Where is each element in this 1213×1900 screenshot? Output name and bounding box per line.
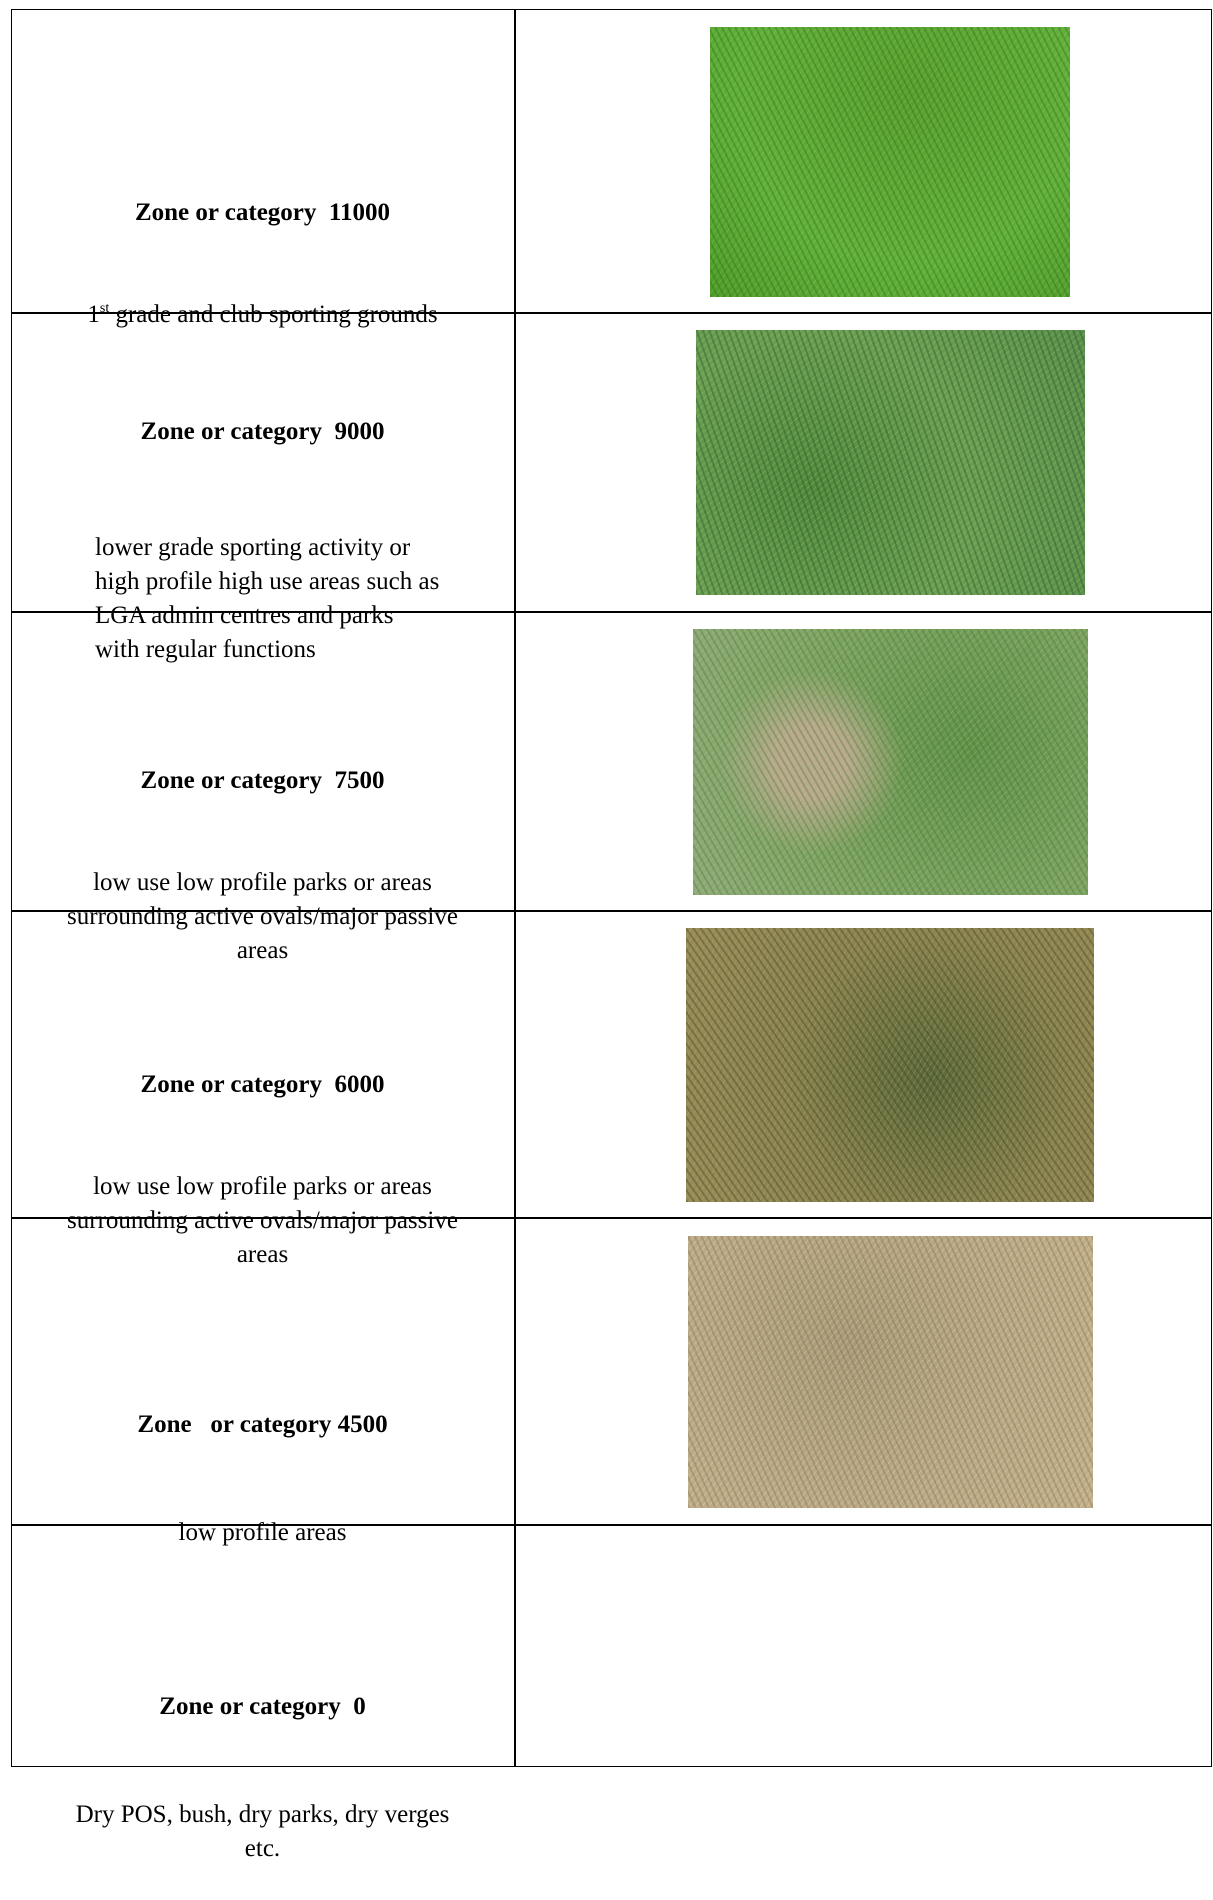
row-divider — [11, 611, 1212, 613]
zone-description: Dry POS, bush, dry parks, dry verges etc. — [11, 1798, 514, 1866]
description-line: low profile areas — [178, 1519, 347, 1546]
grass-photo — [696, 330, 1085, 595]
row-divider — [11, 910, 1212, 912]
row-text: Zone or category 0 Dry POS, bush, dry pa… — [11, 1622, 514, 1900]
description-line: surrounding active ovals/major passive — [67, 1207, 458, 1234]
row-text: Zone or category 6000 low use low profil… — [11, 1000, 514, 1306]
grass-photo — [688, 1236, 1093, 1508]
row-divider — [11, 1217, 1212, 1219]
row-text: Zone or category 11000 1st grade and clu… — [11, 128, 514, 366]
description-line: LGA admin centres and parks — [95, 602, 394, 629]
zone-description: 1st grade and club sporting grounds — [11, 298, 514, 332]
zone-title: Zone or category 6000 — [140, 1071, 385, 1098]
grass-photo — [686, 928, 1094, 1202]
description-line: low use low profile parks or areas — [93, 869, 432, 896]
row-text: Zone or category 7500 low use low profil… — [11, 696, 514, 1002]
row-text: Zone or category 9000 lower grade sporti… — [11, 347, 514, 701]
description-line: surrounding active ovals/major passive — [67, 903, 458, 930]
grass-photo — [693, 629, 1088, 895]
description-line: with regular functions — [95, 636, 316, 663]
zone-title: Zone or category 9000 — [140, 418, 385, 445]
description-line: lower grade sporting activity or — [95, 534, 411, 561]
grass-photo — [710, 27, 1070, 297]
ordinal: 1 — [87, 301, 100, 328]
row-divider — [11, 1524, 1212, 1526]
description-line: areas — [236, 1241, 289, 1268]
description-line: Dry POS, bush, dry parks, dry verges — [75, 1801, 450, 1828]
zone-title: Zone or category 4500 — [137, 1411, 388, 1438]
zone-description: low profile areas — [11, 1516, 514, 1550]
zone-title: Zone or category 11000 — [134, 199, 391, 226]
row-divider — [11, 312, 1212, 314]
page: Zone or category 11000 1st grade and clu… — [11, 9, 1212, 1862]
description-line: areas — [236, 937, 289, 964]
description-line: low use low profile parks or areas — [93, 1173, 432, 1200]
description-line: high profile high use areas such as — [95, 568, 440, 595]
description-line: etc. — [244, 1835, 281, 1862]
row-text: Zone or category 4500 low profile areas — [11, 1340, 514, 1584]
zone-title: Zone or category 7500 — [140, 767, 385, 794]
column-divider — [514, 9, 516, 1767]
zone-title: Zone or category 0 — [159, 1693, 366, 1720]
zone-description: low use low profile parks or areas surrou… — [11, 866, 514, 968]
description-text: grade and club sporting grounds — [109, 301, 438, 328]
zone-description: lower grade sporting activity or high pro… — [11, 531, 514, 667]
ordinal-suffix: st — [99, 301, 110, 316]
zone-description: low use low profile parks or areas surrou… — [11, 1170, 514, 1272]
